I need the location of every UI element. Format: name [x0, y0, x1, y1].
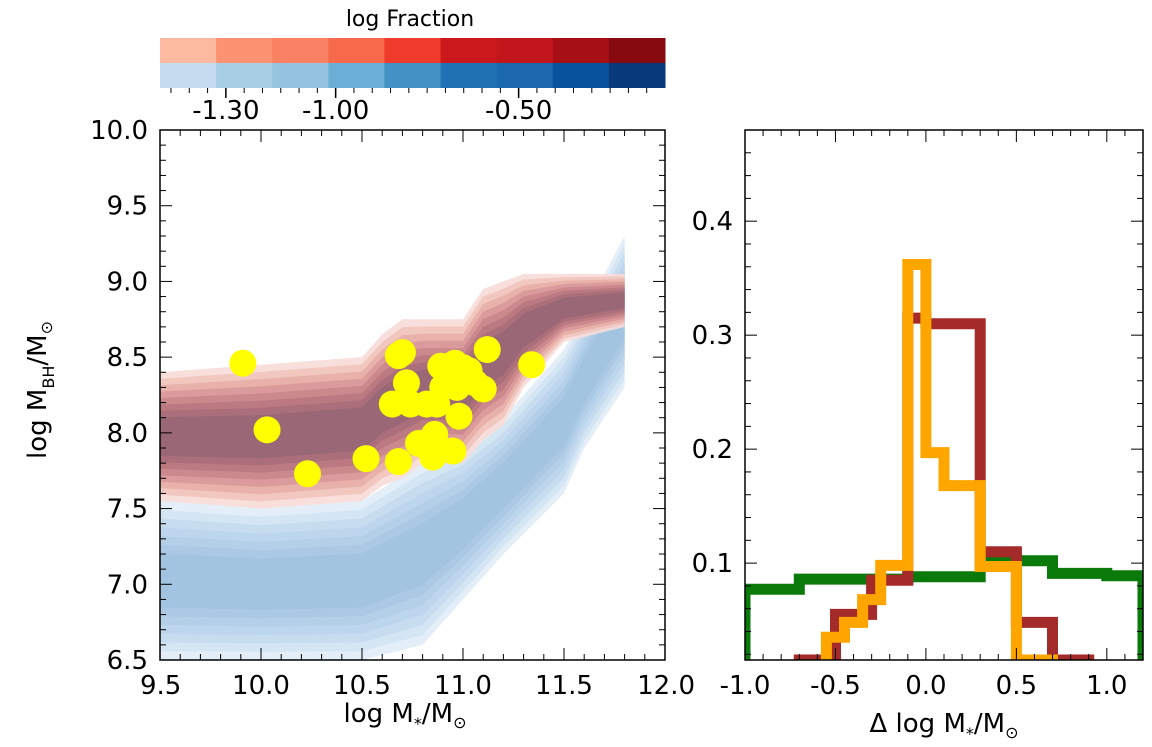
scatter-y-tick-label: 7.5: [107, 495, 148, 525]
scatter-point: [518, 351, 546, 379]
histogram-x-tick-labels: -1.0 -0.5 0.0 0.5 1.0: [720, 671, 1128, 701]
scatter-point: [229, 349, 257, 377]
colorbar-blue-swatch: [328, 63, 385, 88]
colorbar-title: log Fraction: [346, 7, 474, 32]
colorbar-blue-swatch: [440, 63, 498, 88]
red-contour-level: [160, 292, 625, 459]
colorbar-blue-swatch: [160, 63, 217, 88]
scatter-point: [439, 437, 467, 465]
colorbar-blue-swatch: [384, 63, 442, 88]
scatter-point: [388, 339, 416, 367]
scatter-y-tick-label: 8.0: [107, 419, 148, 449]
colorbar-red-swatch: [608, 38, 666, 63]
scatter-x-tick-labels: 9.5 10.0 10.5 11.0 11.5 12.0: [140, 671, 695, 701]
scatter-point: [473, 336, 501, 364]
scatter-y-tick-label: 7.0: [107, 570, 148, 600]
colorbar-blue-swatch: [552, 63, 610, 88]
colorbar: log Fraction -1.30 -1.00 -0.50: [160, 7, 666, 126]
histogram-x-tick-label: -0.5: [810, 671, 861, 701]
scatter-y-tick-label: 8.5: [107, 343, 148, 373]
histogram-series: [745, 259, 1143, 660]
colorbar-blue-swatch: [216, 63, 273, 88]
scatter-point: [384, 448, 412, 476]
colorbar-tick-label: -1.30: [192, 96, 259, 126]
histogram-x-tick-label: -1.0: [720, 671, 771, 701]
scatter-panel: 9.5 10.0 10.5 11.0 11.5 12.0 6.5 7.0 7.5 8.0 8.5 9…: [23, 116, 695, 733]
scatter-point: [253, 416, 281, 444]
scatter-point: [352, 445, 380, 473]
histogram-y-tick-label: 0.4: [692, 207, 733, 237]
scatter-y-tick-label: 9.0: [107, 267, 148, 297]
blue-contour-level: [160, 286, 625, 610]
scatter-point: [421, 420, 449, 448]
scatter-x-tick-label: 12.0: [637, 671, 695, 701]
colorbar-blue-swatch: [608, 63, 666, 88]
scatter-point: [469, 375, 497, 403]
histogram-x-tick-label: 1.0: [1086, 671, 1127, 701]
scatter-y-tick-label: 10.0: [90, 116, 148, 146]
histogram-orange-series: [820, 259, 1058, 660]
colorbar-red-swatch: [384, 38, 442, 63]
scatter-y-tick-label: 6.5: [107, 646, 148, 676]
scatter-x-tick-label: 10.5: [333, 671, 391, 701]
scatter-point: [445, 402, 473, 430]
histogram-x-axis-label: Δ log M*/M⊙: [870, 709, 1019, 743]
colorbar-red-swatch: [160, 38, 217, 63]
scatter-x-tick-label: 11.0: [434, 671, 492, 701]
histogram-y-tick-label: 0.2: [692, 435, 733, 465]
histogram-y-tick-labels: 0.1 0.2 0.3 0.4: [692, 207, 733, 579]
colorbar-blue-strip: [160, 63, 666, 88]
colorbar-red-swatch: [552, 38, 610, 63]
scatter-points: [229, 336, 546, 488]
histogram-y-tick-label: 0.3: [692, 321, 733, 351]
scatter-y-tick-label: 9.5: [107, 192, 148, 222]
colorbar-red-strip: [160, 38, 666, 63]
scatter-y-axis-label: log MBH/M⊙: [23, 321, 58, 459]
scatter-x-tick-label: 11.5: [535, 671, 593, 701]
histogram-panel: -1.0 -0.5 0.0 0.5 1.0 0.1 0.2 0.3 0.4 Δ log M*/…: [692, 129, 1144, 743]
blue-density-contours: [160, 236, 625, 660]
colorbar-red-swatch: [272, 38, 329, 63]
scatter-point: [392, 369, 420, 397]
histogram-y-tick-label: 0.1: [692, 549, 733, 579]
scatter-x-tick-label: 10.0: [232, 671, 290, 701]
colorbar-blue-swatch: [496, 63, 554, 88]
colorbar-red-swatch: [216, 38, 273, 63]
colorbar-red-swatch: [328, 38, 385, 63]
histogram-ticks: [744, 130, 1144, 660]
scatter-frame: [159, 129, 666, 661]
scatter-point: [293, 460, 321, 488]
scatter-x-axis-label: log M*/M⊙: [344, 699, 467, 733]
scatter-x-tick-label: 9.5: [140, 671, 181, 701]
colorbar-tick-label: -1.00: [302, 96, 369, 126]
scatter-ticks: [159, 129, 666, 661]
colorbar-ticks: -1.30 -1.00 -0.50: [170, 88, 648, 126]
scatter-y-tick-labels: 6.5 7.0 7.5 8.0 8.5 9.0 9.5 10.0: [90, 116, 148, 676]
histogram-x-tick-label: 0.0: [905, 671, 946, 701]
colorbar-blue-swatch: [272, 63, 329, 88]
histogram-x-tick-label: 0.5: [996, 671, 1037, 701]
colorbar-red-swatch: [496, 38, 554, 63]
colorbar-tick-label: -0.50: [485, 96, 552, 126]
colorbar-red-swatch: [440, 38, 498, 63]
histogram-green-series: [745, 553, 1143, 660]
